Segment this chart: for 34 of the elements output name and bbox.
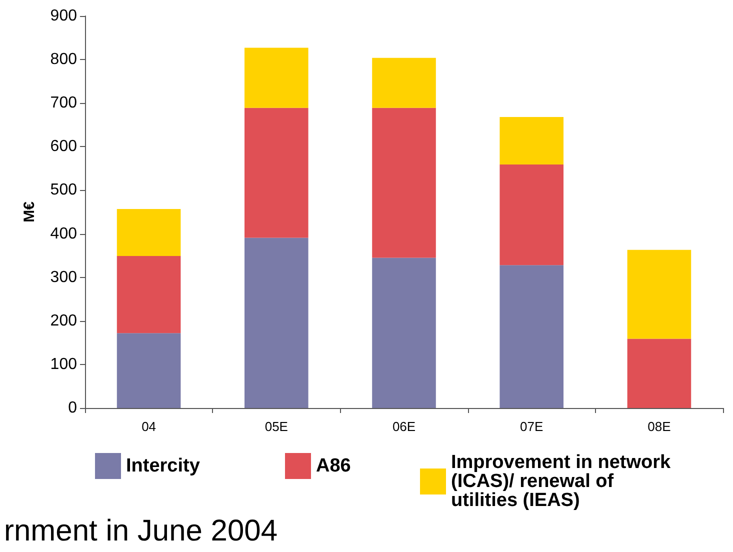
y-tick-label: 200 [50,312,78,330]
y-axis-title: M€ [21,200,38,222]
bar [500,117,564,165]
y-tick-label: 300 [50,268,78,286]
legend-label: Improvement in network (ICAS)/ renewal of utilities (IEAS) [451,452,676,511]
bar [116,208,181,256]
x-tick-label: 07E [520,419,544,434]
bar [372,58,436,108]
y-tick-label: 500 [50,182,78,199]
bar [116,256,181,334]
x-tick-label: 04 [142,419,156,434]
y-tick-label: 800 [50,51,78,68]
bar [627,250,692,339]
y-tick-label: 400 [50,225,78,242]
legend-label: A86 [316,456,351,476]
y-tick-label: 0 [68,400,78,416]
y-tick-label: 600 [50,138,78,156]
y-tick-label: 100 [50,356,78,373]
y-tick-label: 900 [50,8,78,24]
bar [244,48,308,108]
bar [244,108,308,238]
bar [372,258,436,408]
bar [627,338,692,408]
bar [372,108,436,258]
x-tick-label: 08E [648,419,672,434]
bar [244,238,308,408]
bar [500,164,564,266]
text: rnment in June 2004 [4,514,278,548]
x-tick-label: 05E [264,419,288,434]
bar [116,333,181,408]
legend-label: Intercity [126,456,200,476]
bar [500,265,564,408]
x-tick-label: 06E [392,419,416,434]
y-tick-label: 700 [50,94,78,112]
